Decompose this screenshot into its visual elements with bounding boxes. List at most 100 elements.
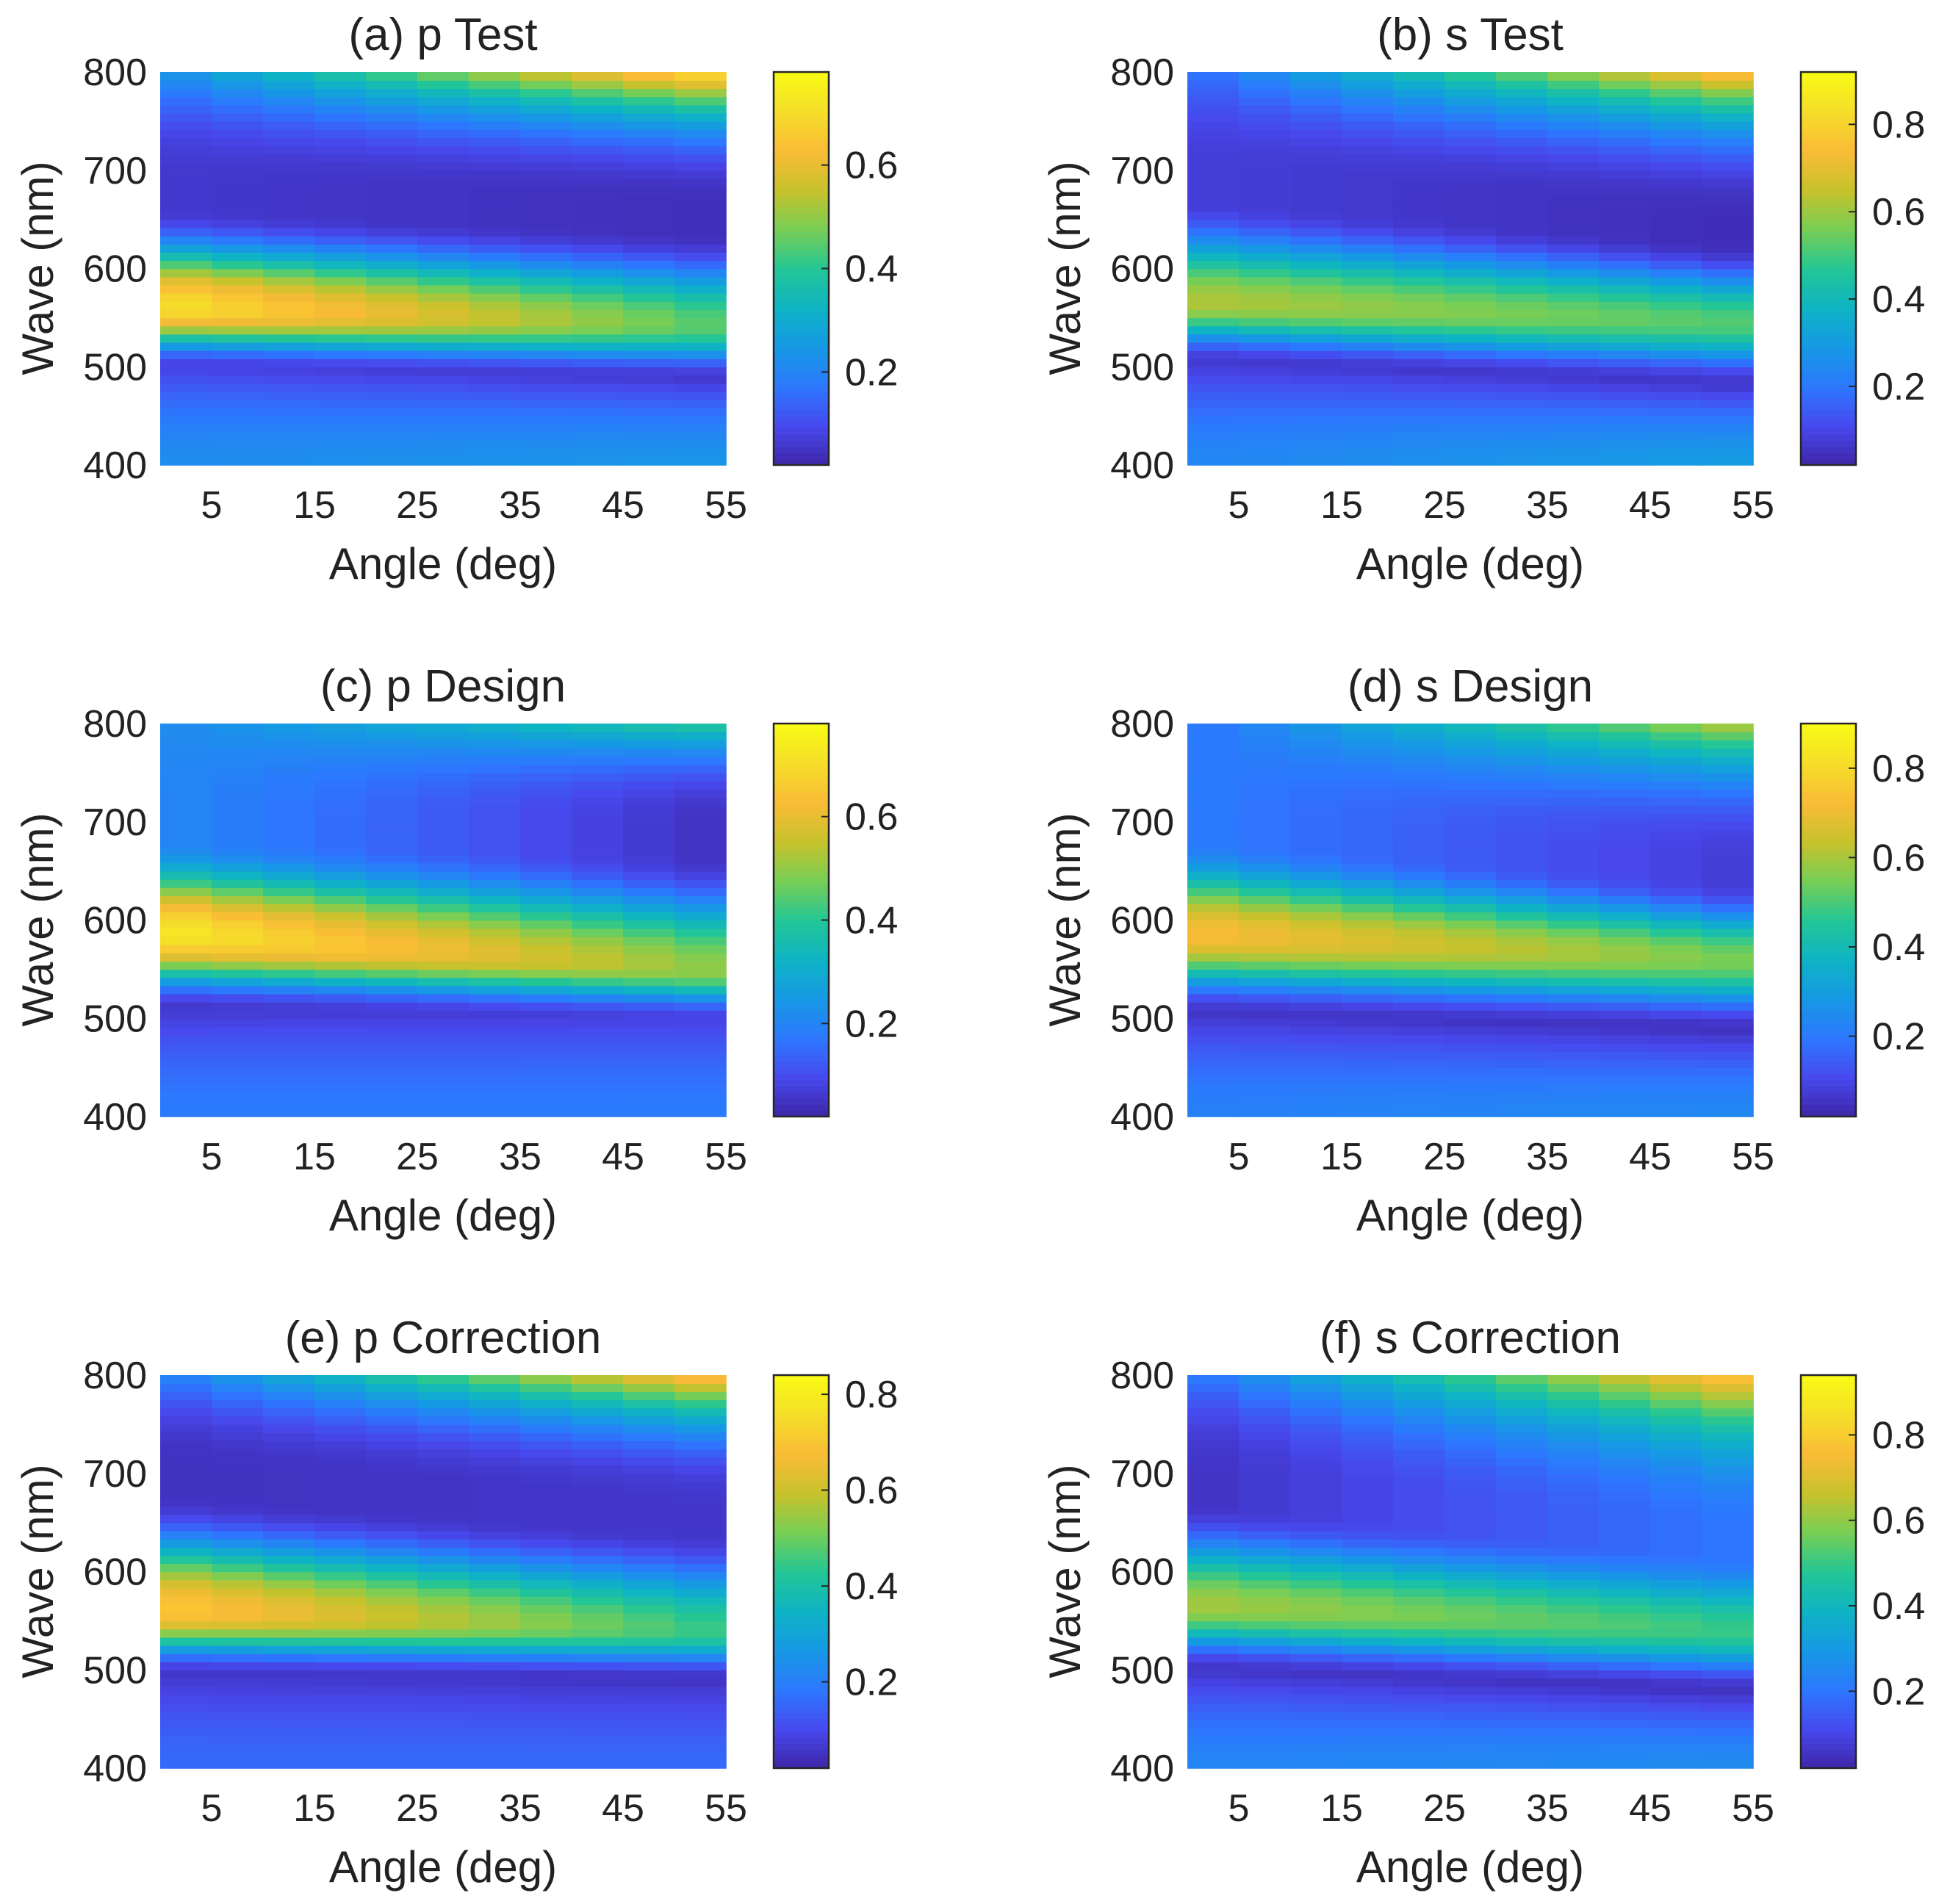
heatmap-cell (1393, 178, 1445, 187)
heatmap-cell (1650, 977, 1702, 987)
colorbar-segment (1801, 754, 1856, 761)
heatmap-cell (1599, 1399, 1651, 1409)
heatmap-cell (1650, 333, 1702, 343)
heatmap-cell (1650, 440, 1702, 450)
heatmap-cell (469, 407, 521, 416)
heatmap-cell (263, 789, 315, 798)
heatmap-cell (212, 1481, 264, 1490)
heatmap-cell (1650, 1555, 1702, 1565)
heatmap-cell (212, 112, 264, 122)
heatmap-cell (1496, 1662, 1548, 1671)
heatmap-cell (623, 195, 675, 204)
heatmap-cell (1650, 1522, 1702, 1532)
colorbar-segment (1801, 422, 1856, 429)
colorbar-segment (1801, 1565, 1856, 1573)
heatmap-cell (1496, 953, 1548, 962)
heatmap-cell (1496, 1727, 1548, 1737)
heatmap-cell (1547, 1457, 1600, 1466)
heatmap-cell (1187, 1067, 1240, 1077)
heatmap-cell (520, 846, 572, 856)
heatmap-cell (1650, 178, 1702, 187)
heatmap-cell (160, 145, 212, 155)
heatmap-cell (623, 862, 675, 872)
heatmap-cell (212, 1686, 264, 1695)
heatmap-cell (1290, 1759, 1342, 1769)
colorbar-segment (774, 274, 829, 281)
heatmap-cell (1187, 1026, 1240, 1036)
heatmap-cell (417, 1604, 469, 1614)
colorbar-segment (1801, 1042, 1856, 1050)
heatmap-cell (263, 375, 315, 384)
colorbar-segment (774, 378, 829, 386)
colorbar-segment (774, 385, 829, 392)
heatmap-cell (1702, 333, 1754, 343)
heatmap-cell (1239, 944, 1291, 953)
heatmap-cell (160, 1604, 212, 1614)
heatmap-cell (212, 1670, 264, 1679)
x-tick-label: 5 (1228, 1787, 1250, 1830)
heatmap-cell (623, 1727, 675, 1737)
heatmap-cell (1187, 756, 1240, 765)
heatmap-cell (572, 416, 624, 425)
heatmap-cell (469, 1629, 521, 1638)
heatmap-cell (674, 1001, 727, 1011)
heatmap-cell (1650, 1571, 1702, 1581)
colorbar-segment (774, 127, 829, 134)
heatmap-cell (1187, 416, 1240, 425)
colorbar-segment (1801, 1615, 1856, 1621)
heatmap-cell (1393, 1092, 1445, 1101)
heatmap-cell (1393, 1473, 1445, 1482)
y-axis-label: Wave (nm) (13, 812, 62, 1026)
heatmap-cell (1650, 227, 1702, 237)
heatmap-cell (1342, 88, 1394, 98)
heatmap-cell (1239, 1514, 1291, 1523)
heatmap-cell (520, 1579, 572, 1589)
heatmap-cell (623, 904, 675, 913)
heatmap-cell (160, 756, 212, 765)
colorbar-segment (1801, 987, 1856, 995)
heatmap-cell (263, 895, 315, 905)
heatmap-cell (160, 1719, 212, 1728)
heatmap-cell (623, 129, 675, 138)
colorbar-segment (1801, 1086, 1856, 1093)
colorbar-tick-label: 0.2 (845, 1662, 898, 1704)
heatmap-cell (1496, 358, 1548, 368)
heatmap-cell (623, 813, 675, 823)
heatmap-cell (1187, 260, 1240, 270)
heatmap-cell (1342, 732, 1394, 741)
colorbar-segment (1801, 944, 1856, 951)
heatmap-cell (417, 862, 469, 872)
colorbar-segment (774, 821, 829, 829)
colorbar-segment (1801, 1055, 1856, 1062)
heatmap-cell (1702, 244, 1754, 253)
heatmap-cell (520, 1530, 572, 1540)
colorbar-segment (774, 1571, 829, 1579)
heatmap-cell (1496, 1743, 1548, 1753)
heatmap-cell (623, 1067, 675, 1077)
heatmap-cell (417, 993, 469, 1003)
heatmap-cell (520, 1075, 572, 1085)
x-tick-label: 15 (293, 1787, 336, 1830)
colorbar-segment (1801, 292, 1856, 300)
heatmap-cell (1599, 1473, 1651, 1482)
heatmap-cell (674, 284, 727, 294)
colorbar-segment (1801, 109, 1856, 116)
heatmap-cell (572, 112, 624, 122)
colorbar-segment (1801, 834, 1856, 841)
heatmap-cell (212, 821, 264, 831)
colorbar-segment (774, 797, 829, 804)
heatmap-cell (674, 1579, 727, 1589)
heatmap-cell (469, 1473, 521, 1482)
heatmap-cell (1444, 772, 1497, 782)
heatmap-cell (572, 178, 624, 187)
heatmap-cell (160, 805, 212, 815)
heatmap-cell (623, 969, 675, 978)
heatmap-cell (1187, 1481, 1240, 1490)
heatmap-cell (520, 961, 572, 970)
colorbar-segment (774, 1712, 829, 1720)
heatmap-cell (1393, 887, 1445, 896)
heatmap-cell (1650, 80, 1702, 90)
colorbar-segment (774, 1670, 829, 1677)
heatmap-cell (366, 1399, 418, 1409)
